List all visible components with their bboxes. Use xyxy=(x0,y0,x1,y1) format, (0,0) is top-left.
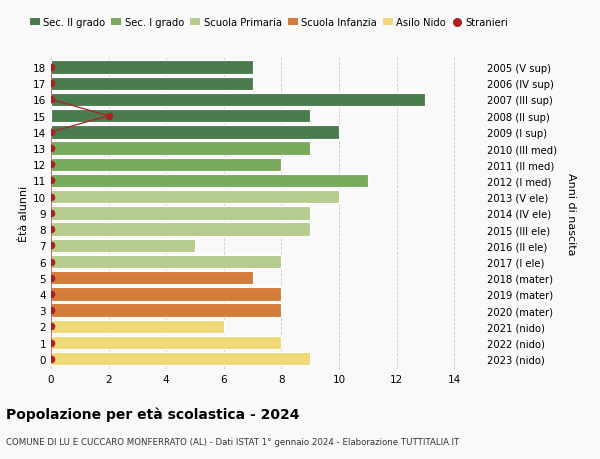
Bar xyxy=(51,174,368,188)
Bar xyxy=(51,255,281,269)
Bar xyxy=(51,126,339,139)
Text: COMUNE DI LU E CUCCARO MONFERRATO (AL) - Dati ISTAT 1° gennaio 2024 - Elaborazio: COMUNE DI LU E CUCCARO MONFERRATO (AL) -… xyxy=(6,437,459,446)
Bar xyxy=(51,190,339,204)
Bar xyxy=(51,110,310,123)
Bar xyxy=(51,158,281,172)
Bar xyxy=(51,353,310,366)
Bar xyxy=(51,94,425,107)
Bar xyxy=(51,320,224,333)
Bar xyxy=(51,304,281,317)
Bar xyxy=(51,288,281,301)
Bar xyxy=(51,61,253,74)
Bar xyxy=(51,271,253,285)
Legend: Sec. II grado, Sec. I grado, Scuola Primaria, Scuola Infanzia, Asilo Nido, Stran: Sec. II grado, Sec. I grado, Scuola Prim… xyxy=(26,14,512,32)
Y-axis label: Ètà alunni: Ètà alunni xyxy=(19,185,29,241)
Bar xyxy=(51,223,310,236)
Y-axis label: Anni di nascita: Anni di nascita xyxy=(566,172,575,255)
Bar xyxy=(51,78,253,91)
Bar xyxy=(51,207,310,220)
Bar xyxy=(51,239,195,252)
Text: Popolazione per età scolastica - 2024: Popolazione per età scolastica - 2024 xyxy=(6,406,299,421)
Bar xyxy=(51,336,281,349)
Bar xyxy=(51,142,310,156)
